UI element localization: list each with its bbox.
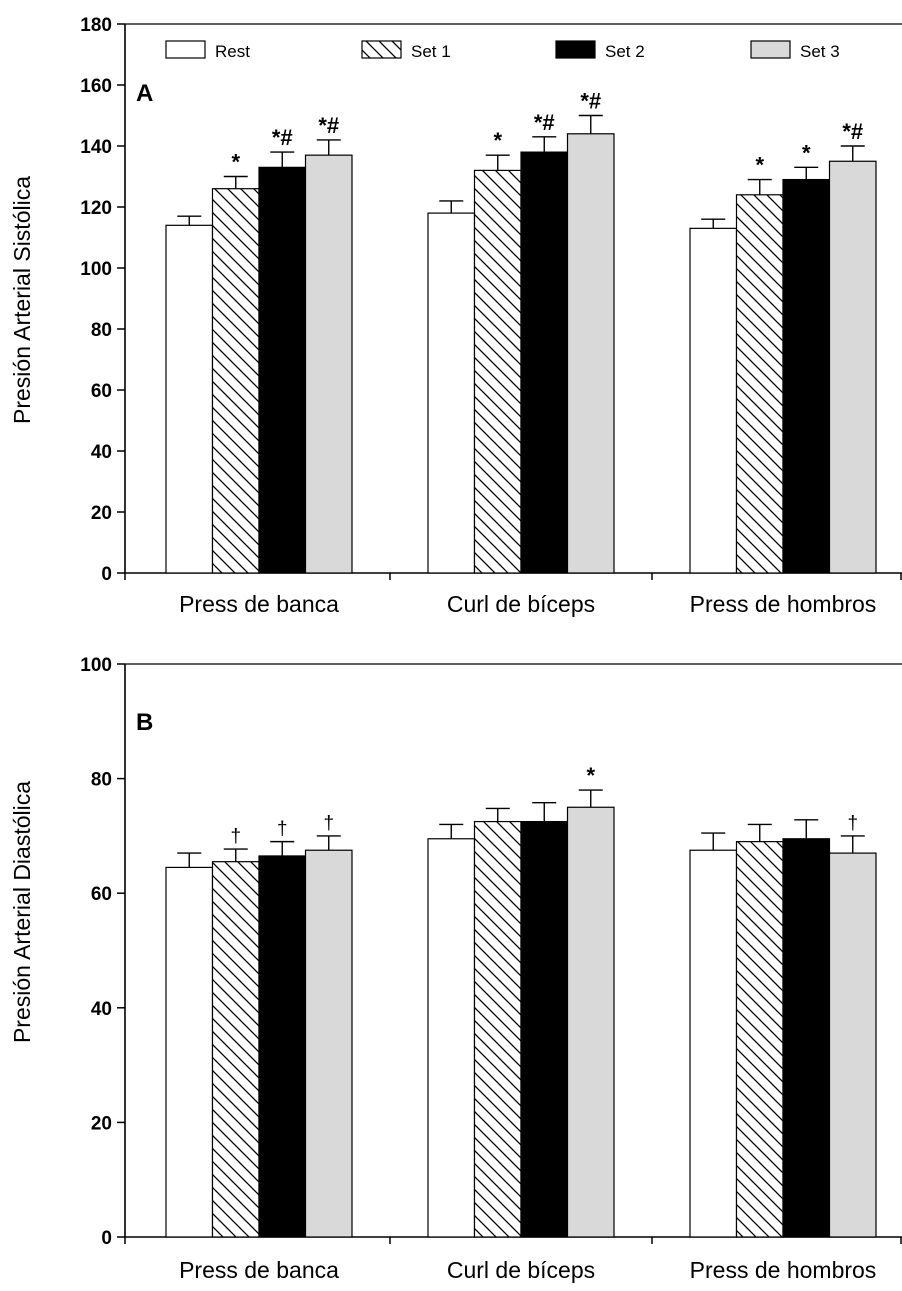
panel-b-bar-set-2-press-de-banca: [258, 855, 307, 1238]
panel-a-y-tick-label: 140: [80, 137, 112, 158]
panel-a-bar-set-1-curl-de-biceps: [473, 169, 522, 574]
panel-a-letter: A: [136, 80, 153, 107]
legend-swatch-set-2: [555, 40, 596, 59]
legend-label-set-2: Set 2: [605, 42, 645, 61]
panel-b-bar-set-2-curl-de-biceps: [520, 820, 569, 1238]
panel-b-y-tick-label: 0: [101, 1228, 112, 1249]
panel-b-y-tick-label: 40: [91, 999, 112, 1020]
panel-b-letter: B: [136, 709, 153, 736]
legend-swatch-set-3: [750, 40, 791, 59]
panel-a-bar-set-1-press-de-hombros: [735, 194, 784, 574]
panel-b-bar-set-3-press-de-hombros: [828, 852, 877, 1238]
panel-b-bar-set-2-press-de-hombros: [782, 838, 831, 1238]
panel-a-significance-label: *: [493, 128, 502, 153]
panel-b-y-tick-label: 100: [80, 655, 112, 676]
panel-a-bar-rest-press-de-banca: [165, 224, 214, 574]
legend-swatch-set-1: [361, 40, 402, 59]
legend-swatch-rest: [165, 40, 206, 59]
panel-a-ylabel: Presión Arterial Sistólica: [9, 176, 35, 424]
panel-b-bar-rest-curl-de-biceps: [427, 838, 476, 1238]
panel-b-significance-label: †: [230, 826, 241, 847]
panel-a-category-label: Press de banca: [179, 591, 339, 617]
panel-a-y-tick-label: 100: [80, 259, 112, 280]
panel-b-ylabel: Presión Arterial Diastólica: [9, 781, 35, 1043]
panel-b-bar-set-1-curl-de-biceps: [473, 820, 522, 1238]
panel-b-bar-set-3-curl-de-biceps: [566, 806, 615, 1238]
panel-a-bar-set-2-press-de-hombros: [782, 178, 831, 574]
panel-a-y-tick-label: 20: [91, 503, 112, 524]
panel-b-bar-set-1-press-de-hombros: [735, 841, 784, 1238]
panel-b-y-tick-label: 60: [91, 884, 112, 905]
panel-b-bar-set-3-press-de-banca: [304, 849, 353, 1238]
panel-a-significance-label: *: [231, 150, 240, 175]
panel-b-category-label: Press de banca: [179, 1257, 339, 1283]
panel-b-bar-set-1-press-de-banca: [211, 861, 260, 1238]
panel-b-significance-label: †: [323, 813, 334, 834]
panel-a-bar-rest-press-de-hombros: [689, 227, 738, 574]
legend-label-set-1: Set 1: [411, 42, 451, 61]
panel-b-significance-label: †: [277, 819, 288, 840]
panel-b-bar-rest-press-de-banca: [165, 866, 214, 1238]
legend-label-rest: Rest: [215, 42, 250, 61]
panel-a-bar-set-1-press-de-banca: [211, 188, 260, 574]
panel-a-y-tick-label: 120: [80, 198, 112, 219]
panel-a-significance-label: *: [755, 153, 764, 178]
panel-a-y-tick-label: 60: [91, 381, 112, 402]
legend: Rest Set 1 Set 2 Set 3: [165, 40, 840, 61]
panel-a-bar-set-2-press-de-banca: [258, 166, 307, 574]
panel-a-category-label: Press de hombros: [690, 591, 877, 617]
panel-b: B Presión Arterial Diastólica 0 20 40 60 80 1…: [9, 655, 902, 1283]
panel-a-y-tick-label: 0: [101, 564, 112, 585]
panel-a-bar-set-2-curl-de-biceps: [520, 151, 569, 574]
panel-a-bar-set-3-press-de-hombros: [828, 160, 877, 574]
panel-b-significance-label: †: [847, 813, 858, 834]
panel-a-y-tick-label: 40: [91, 442, 112, 463]
panel-a-category-label: Curl de bíceps: [447, 591, 595, 617]
panel-a-bar-rest-curl-de-biceps: [427, 212, 476, 574]
panel-a-y-tick-label: 80: [91, 320, 112, 341]
legend-label-set-3: Set 3: [800, 42, 840, 61]
panel-b-category-label: Curl de bíceps: [447, 1257, 595, 1283]
panel-a-y-tick-label: 180: [80, 15, 112, 36]
panel-a-significance-label: *: [802, 140, 811, 165]
panel-a-significance-label: *#: [272, 125, 293, 150]
panel-a-y-tick-label: 160: [80, 76, 112, 97]
panel-a-bar-set-3-curl-de-biceps: [566, 133, 615, 574]
panel-a-significance-label: *#: [318, 113, 339, 138]
panel-a: A Presión Arterial Sistólica Rest Set 1 Se…: [9, 15, 902, 617]
panel-b-y-tick-label: 80: [91, 770, 112, 791]
panel-b-bar-rest-press-de-hombros: [689, 849, 738, 1238]
panel-b-significance-label: *: [586, 763, 595, 788]
panel-a-significance-label: *#: [534, 110, 555, 135]
panel-b-category-label: Press de hombros: [690, 1257, 877, 1283]
panel-b-y-tick-label: 20: [91, 1113, 112, 1134]
panel-a-significance-label: *#: [580, 89, 601, 114]
panel-a-bar-set-3-press-de-banca: [304, 154, 353, 574]
panel-a-significance-label: *#: [842, 119, 863, 144]
